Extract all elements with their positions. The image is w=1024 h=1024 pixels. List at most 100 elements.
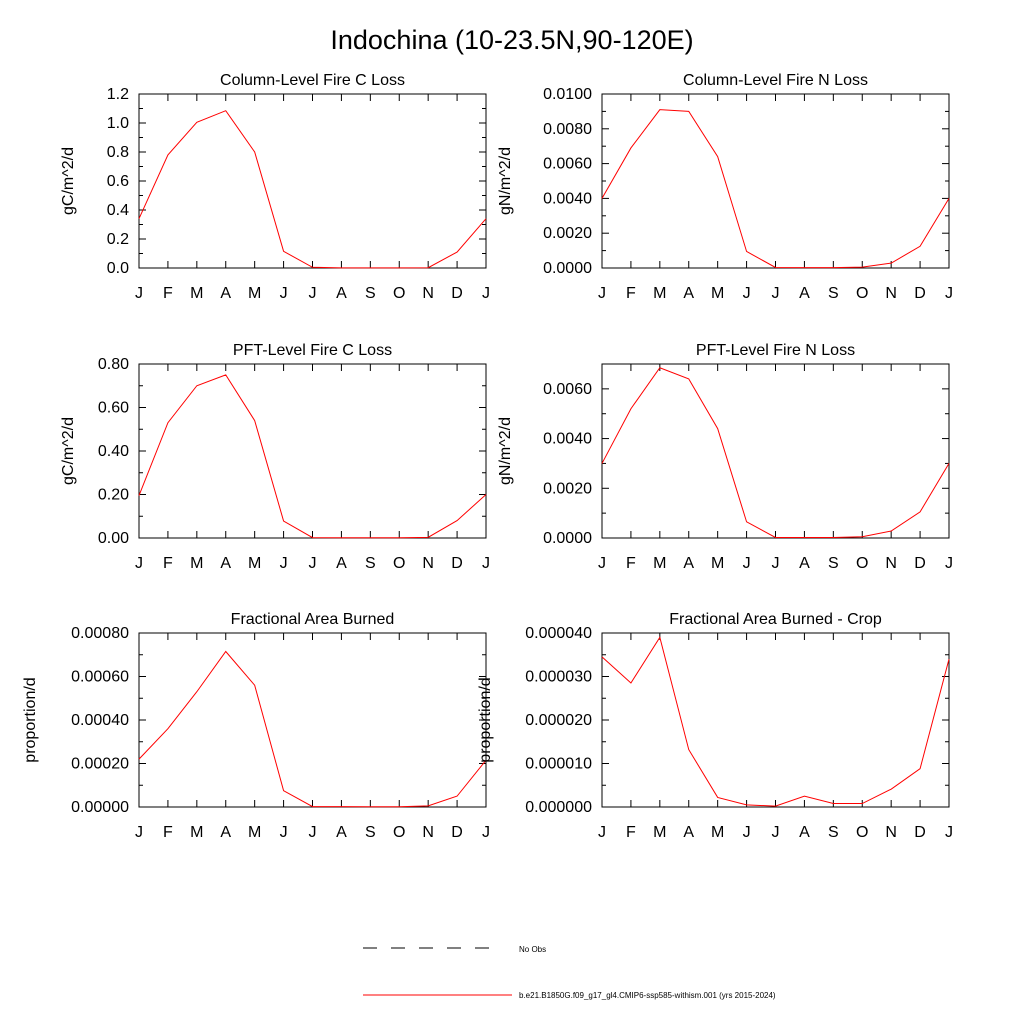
panel-title: Fractional Area Burned xyxy=(231,611,395,628)
plot-frame xyxy=(138,632,487,808)
y-tick-label: 0.80 xyxy=(98,356,129,373)
x-tick-label: J xyxy=(135,285,143,302)
x-tick-label: J xyxy=(945,824,953,841)
x-tick-label: A xyxy=(683,824,694,841)
x-tick-label: J xyxy=(309,285,317,302)
legend: No Obs b.e21.B1850G.f09_g17_gl4.CMIP6-ss… xyxy=(363,945,776,1000)
x-tick-label: J xyxy=(482,555,490,572)
x-tick-label: M xyxy=(248,824,261,841)
x-tick-label: M xyxy=(190,824,203,841)
x-tick-label: J xyxy=(945,285,953,302)
x-tick-label: J xyxy=(598,285,606,302)
x-tick-label: A xyxy=(336,824,347,841)
y-axis-label: gC/m^2/d xyxy=(60,417,77,485)
x-tick-label: F xyxy=(626,824,636,841)
x-tick-label: A xyxy=(220,285,231,302)
legend-obs-label: No Obs xyxy=(519,945,546,954)
panel-title: Column-Level Fire C Loss xyxy=(220,72,405,89)
x-tick-label: N xyxy=(885,824,897,841)
x-tick-label: F xyxy=(626,555,636,572)
y-tick-label: 0.0100 xyxy=(543,86,592,103)
y-axis-label: proportion/d xyxy=(477,677,494,762)
y-tick-label: 0.000040 xyxy=(525,625,592,642)
x-tick-label: A xyxy=(799,555,810,572)
series-line xyxy=(601,367,950,538)
x-tick-label: J xyxy=(482,285,490,302)
panel-title: PFT-Level Fire C Loss xyxy=(233,342,392,359)
y-tick-label: 0.0060 xyxy=(543,381,592,398)
chart-panel-6: Fractional Area Burned - Crop 0.000000 0.0… xyxy=(477,611,953,841)
x-tick-label: D xyxy=(914,555,926,572)
x-tick-label: O xyxy=(393,285,405,302)
panel-title: Column-Level Fire N Loss xyxy=(683,72,868,89)
x-tick-label: O xyxy=(856,555,868,572)
series-line xyxy=(601,636,950,807)
x-tick-label: F xyxy=(163,555,173,572)
x-tick-label: J xyxy=(280,824,288,841)
x-tick-label: M xyxy=(653,824,666,841)
figure-title: Indochina (10-23.5N,90-120E) xyxy=(330,25,693,55)
x-tick-label: A xyxy=(799,285,810,302)
y-tick-label: 0.60 xyxy=(98,400,129,417)
x-tick-label: M xyxy=(711,285,724,302)
plot-frame xyxy=(601,363,950,539)
x-tick-label: J xyxy=(772,824,780,841)
y-tick-label: 0.00080 xyxy=(71,625,129,642)
y-tick-label: 1.0 xyxy=(107,115,129,132)
x-tick-label: M xyxy=(653,555,666,572)
x-tick-label: N xyxy=(885,285,897,302)
x-tick-label: J xyxy=(772,285,780,302)
y-tick-label: 0.0 xyxy=(107,260,129,277)
x-tick-label: J xyxy=(280,555,288,572)
x-tick-label: N xyxy=(422,285,434,302)
x-tick-label: S xyxy=(828,285,839,302)
x-tick-label: M xyxy=(190,555,203,572)
x-tick-label: D xyxy=(914,824,926,841)
x-tick-label: O xyxy=(393,824,405,841)
x-tick-label: N xyxy=(885,555,897,572)
y-tick-label: 0.000010 xyxy=(525,756,592,773)
x-tick-label: J xyxy=(743,555,751,572)
y-tick-label: 0.0000 xyxy=(543,530,592,547)
x-tick-label: S xyxy=(365,555,376,572)
y-tick-label: 0.0040 xyxy=(543,431,592,448)
x-tick-label: O xyxy=(856,824,868,841)
x-tick-label: J xyxy=(598,555,606,572)
x-tick-label: F xyxy=(163,824,173,841)
x-tick-label: A xyxy=(336,555,347,572)
x-tick-label: N xyxy=(422,824,434,841)
x-tick-label: F xyxy=(626,285,636,302)
y-tick-label: 0.00 xyxy=(98,530,129,547)
panel-title: PFT-Level Fire N Loss xyxy=(696,342,855,359)
legend-model-label: b.e21.B1850G.f09_g17_gl4.CMIP6-ssp585-wi… xyxy=(519,991,776,1000)
x-tick-label: M xyxy=(248,285,261,302)
x-tick-label: M xyxy=(711,555,724,572)
x-tick-label: M xyxy=(653,285,666,302)
x-tick-label: A xyxy=(799,824,810,841)
chart-panel-4: PFT-Level Fire N Loss 0.0000 0.0020 0.0040 0… xyxy=(497,342,953,572)
y-tick-label: 0.00040 xyxy=(71,712,129,729)
y-tick-label: 0.0000 xyxy=(543,260,592,277)
x-tick-label: O xyxy=(393,555,405,572)
x-tick-label: J xyxy=(135,824,143,841)
x-tick-label: J xyxy=(743,285,751,302)
x-tick-label: M xyxy=(711,824,724,841)
x-tick-label: S xyxy=(828,824,839,841)
x-tick-label: N xyxy=(422,555,434,572)
y-tick-label: 0.6 xyxy=(107,173,129,190)
x-tick-label: J xyxy=(772,555,780,572)
y-tick-label: 0.8 xyxy=(107,144,129,161)
y-tick-label: 0.00020 xyxy=(71,756,129,773)
x-tick-label: A xyxy=(220,824,231,841)
x-tick-label: O xyxy=(856,285,868,302)
plot-frame xyxy=(138,363,487,539)
series-line xyxy=(601,109,950,269)
x-tick-label: J xyxy=(743,824,751,841)
x-tick-label: S xyxy=(828,555,839,572)
x-tick-label: S xyxy=(365,824,376,841)
y-tick-label: 0.000030 xyxy=(525,669,592,686)
y-tick-label: 0.0040 xyxy=(543,190,592,207)
series-line xyxy=(138,650,487,808)
y-axis-label: gN/m^2/d xyxy=(497,147,514,215)
